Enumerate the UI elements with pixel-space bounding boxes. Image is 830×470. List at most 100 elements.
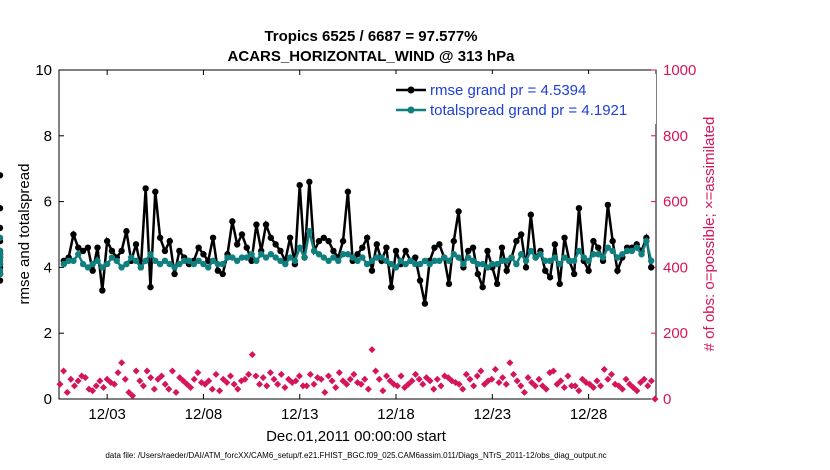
rmse-point [132,241,140,248]
obs-count-marker [150,385,158,393]
rmse-point [517,231,525,238]
y-tick-left-label: 8 [44,128,52,145]
obs-count-marker [430,385,438,393]
rmse-point [503,267,510,274]
rmse-point [118,247,125,255]
rmse-point [103,237,111,245]
obs-count-marker [223,379,231,387]
totalspread-point [474,260,482,268]
rmse-point [296,181,303,189]
obs-count-marker [81,374,89,382]
rmse-point [277,247,284,255]
totalspread-point [436,257,443,265]
rmse-point [431,244,438,251]
obs-count-marker [139,382,147,390]
obs-count-marker [136,377,144,385]
obs-count-marker [277,370,285,378]
totalspread-point [248,251,255,258]
rmse-point [368,267,376,274]
totalspread-point [585,257,592,265]
totalspread-point [0,260,4,268]
y-tick-right-label: 200 [663,325,688,342]
rmse-point [556,280,563,288]
obs-count-marker [335,369,343,377]
totalspread-point [373,254,380,261]
totalspread-point [123,260,130,268]
obs-count-marker [600,365,608,373]
obs-count-marker [499,374,507,382]
rmse-point [195,244,202,251]
totalspread-point [546,257,554,265]
rmse-point [166,237,173,245]
rmse-point [527,211,535,218]
obs-count-marker [364,385,372,393]
totalspread-point [238,254,246,261]
totalspread-point [205,264,212,271]
rmse-point [455,208,462,215]
rmse-point [229,218,236,225]
rmse-point [522,264,530,271]
rmse-point [267,234,275,241]
rmse-point [161,247,169,255]
obs-count-marker [114,369,122,377]
totalspread-point [282,260,289,268]
rmse-point [84,244,92,251]
totalspread-point [306,228,313,235]
y-tick-left-label: 0 [44,391,52,408]
obs-count-marker [252,372,260,380]
legend: rmse grand pr = 4.5394 totalspread grand… [391,74,656,124]
legend-rmse-label: rmse grand pr = 4.5394 [430,82,586,99]
obs-count-marker [462,370,470,378]
obs-count-marker [165,385,173,393]
rmse-point [142,185,149,192]
totalspread-point [580,254,587,261]
rmse-point [238,231,246,238]
obs-count-marker [633,387,641,395]
rmse-point [272,241,279,248]
rmse-point [484,247,491,255]
rmse-point [156,234,164,241]
totalspread-point [89,260,96,268]
totalspread-point [195,257,202,265]
obs-count-marker [412,370,420,378]
obs-count-marker [67,375,75,383]
obs-count-marker [194,369,202,377]
obs-count-marker [557,377,565,385]
totalspread-point [113,257,120,265]
obs-count-marker [495,379,503,387]
rmse-point [474,270,482,278]
y-tick-left-label: 2 [44,325,52,342]
obs-count-marker [647,377,655,385]
rmse-point [402,247,409,255]
totalspread-point [383,257,390,265]
obs-count-marker [230,380,238,388]
obs-count-marker [205,377,213,385]
obs-count-marker [216,387,224,395]
obs-count-marker [234,385,242,393]
totalspread-point [185,257,193,265]
obs-count-marker [437,382,445,390]
totalspread-point [349,254,356,261]
rmse-point [570,270,578,278]
x-tick-label: 12/08 [185,406,223,423]
totalspread-point [0,234,4,241]
totalspread-point [489,260,496,268]
obs-count-marker [455,380,463,388]
totalspread-point [243,254,250,261]
totalspread-point [118,264,125,271]
totalspread-point [469,257,477,265]
chart-title: Tropics 6525 / 6687 = 97.577% [264,28,477,45]
totalspread-point [378,254,385,261]
rmse-point [209,234,217,241]
totalspread-point [484,264,491,271]
rmse-point [609,237,616,245]
totalspread-point [556,260,563,268]
obs-count-marker [129,392,137,400]
totalspread-point [219,260,226,268]
rmse-point [344,188,352,195]
rmse-point [595,244,602,251]
totalspread-point [445,257,453,265]
rmse-point [354,251,361,258]
totalspread-point [647,257,655,265]
